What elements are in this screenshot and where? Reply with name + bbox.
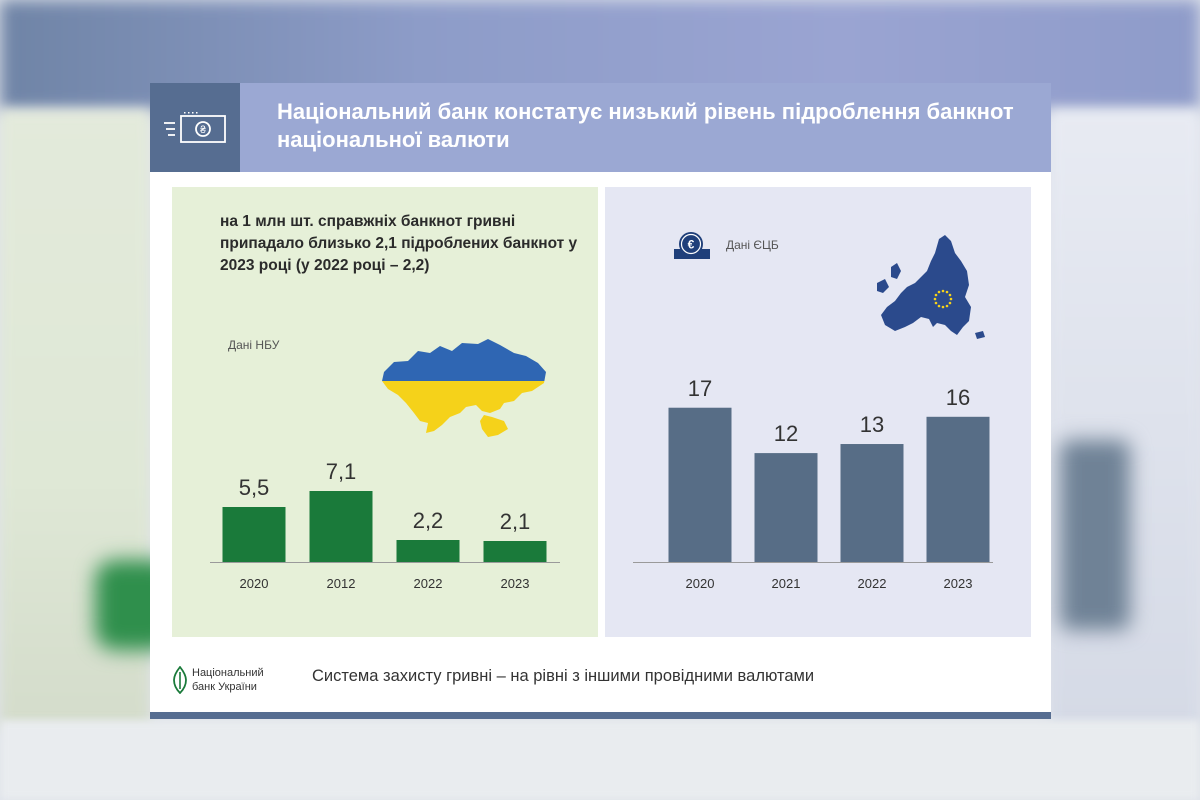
bar-value-label: 16 (945, 384, 971, 410)
europe-map (877, 235, 985, 339)
bar-2021 (754, 453, 818, 562)
euro-panel: € Дані ЄЦБ 17 2020 12 2021 13 2022 16 2023 (605, 187, 1031, 637)
nbu-source-label: Дані НБУ (228, 338, 280, 352)
ukraine-map-blue (382, 339, 546, 381)
euro-bar-chart (633, 407, 993, 563)
header-icon-box: ₴ (150, 83, 240, 172)
x-tick-label: 2023 (943, 576, 973, 591)
ukraine-panel: на 1 млн шт. справжніх банкнот гривні пр… (172, 187, 598, 637)
bar-2012 (309, 491, 373, 562)
ukraine-map-yellow (382, 381, 546, 437)
bar-value-label: 13 (859, 412, 885, 438)
bar-2023 (483, 541, 547, 562)
x-tick-label: 2012 (326, 576, 356, 591)
bar-value-label: 12 (773, 421, 799, 447)
svg-text:€: € (688, 238, 695, 252)
x-tick-label: 2021 (771, 576, 801, 591)
nbu-logo-line1: Національний (192, 667, 264, 679)
x-tick-label: 2022 (413, 576, 443, 591)
svg-text:₴: ₴ (200, 125, 206, 136)
x-tick-label: 2020 (239, 576, 269, 591)
euro-icon: € (674, 232, 710, 259)
backdrop-right (1050, 110, 1200, 730)
bar-value-label: 2,1 (499, 509, 531, 534)
bar-value-label: 7,1 (325, 459, 357, 484)
nbu-logo-line2: банк України (192, 681, 257, 693)
counterfeit-summary-text: на 1 млн шт. справжніх банкнот гривні пр… (220, 213, 578, 274)
page-title: Національний банк констатує низький ріве… (277, 99, 1014, 152)
x-tick-label: 2022 (857, 576, 887, 591)
footer-bottom-line (150, 712, 1051, 719)
bar-2020 (222, 507, 286, 562)
ecb-source-label: Дані ЄЦБ (726, 238, 779, 252)
x-tick-label: 2023 (500, 576, 530, 591)
bar-2022 (840, 444, 904, 562)
bar-2023 (926, 416, 990, 562)
bar-value-label: 5,5 (238, 475, 270, 500)
banknote-icon: ₴ (164, 112, 226, 143)
ukraine-bar-chart (210, 491, 560, 563)
infographic-card: ₴ Національний банк констатує низький рі… (150, 83, 1051, 719)
nbu-logo-text: Національний банк України (192, 666, 264, 694)
backdrop-slate-blob (1060, 440, 1130, 630)
bar-2020 (668, 407, 732, 562)
bar-2022 (396, 540, 460, 562)
backdrop-bottom (0, 720, 1200, 800)
ukraine-map (382, 339, 546, 437)
bar-value-label: 17 (687, 375, 713, 401)
nbu-logo-icon (173, 666, 187, 694)
header-bar: ₴ Національний банк констатує низький рі… (150, 83, 1051, 172)
footer-tagline: Система захисту гривні – на рівні з інши… (312, 667, 815, 685)
x-tick-label: 2020 (685, 576, 715, 591)
bar-value-label: 2,2 (412, 508, 444, 533)
